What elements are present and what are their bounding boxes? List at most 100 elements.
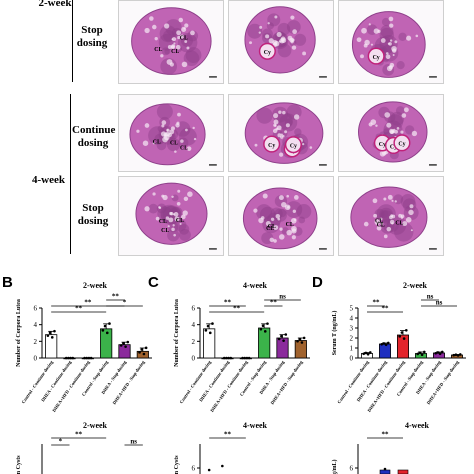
data-point <box>418 351 422 354</box>
tissue-speck <box>178 17 184 23</box>
tissue-speck <box>184 40 188 43</box>
data-point <box>126 340 130 344</box>
tissue-speck <box>383 197 387 201</box>
data-point <box>227 356 230 360</box>
y-tick-label: 0 <box>192 355 196 363</box>
follicle-blob <box>156 140 167 151</box>
tissue-speck <box>286 229 293 236</box>
data-point <box>122 341 125 345</box>
follicle-blob <box>148 126 167 145</box>
data-point <box>83 356 86 360</box>
tissue-speck <box>410 229 413 232</box>
week4-bracket-line <box>70 94 71 254</box>
tissue-speck <box>259 25 263 29</box>
follicle-blob <box>187 30 199 42</box>
data-point <box>277 337 281 341</box>
tissue-speck <box>278 152 284 157</box>
tissue-speck <box>185 128 188 132</box>
tissue-speck <box>273 119 279 125</box>
scale-bar <box>429 248 437 250</box>
data-point <box>144 346 148 350</box>
tissue-speck <box>291 225 297 232</box>
tissue-speck <box>162 194 168 201</box>
significance-label: ns <box>427 293 434 301</box>
panel-letter-d: D <box>312 274 323 291</box>
data-point <box>53 329 56 333</box>
tissue-speck <box>279 227 283 231</box>
tissue-speck <box>186 46 190 50</box>
x-tick-label: Control - Continue dosing <box>21 359 55 404</box>
tissue-speck <box>193 137 197 141</box>
data-point <box>261 324 265 328</box>
follicle-blob <box>277 43 292 58</box>
tissue-speck <box>276 31 282 37</box>
tissue-speck <box>161 124 165 128</box>
tissue-speck <box>282 110 286 115</box>
tissue-speck <box>274 15 278 19</box>
cl-label: CL <box>268 224 276 230</box>
tissue-speck <box>389 128 395 134</box>
panel-letter-c: C <box>148 274 159 291</box>
tissue-speck <box>172 213 175 216</box>
follicle-blob <box>177 137 189 149</box>
significance-label: ns <box>130 438 137 446</box>
tissue-speck <box>273 113 279 119</box>
data-point <box>387 341 390 345</box>
tissue-speck <box>356 37 362 43</box>
tissue-speck <box>192 126 195 130</box>
follicle-blob <box>294 128 302 136</box>
cy-label: Cy <box>379 142 386 148</box>
scale-bar <box>209 164 217 166</box>
data-point <box>142 352 146 356</box>
tissue-speck <box>144 27 150 34</box>
follicle-blob <box>156 203 167 214</box>
data-point <box>362 352 365 356</box>
follicle-blob <box>173 218 187 232</box>
data-point <box>284 333 288 336</box>
tissue-speck <box>144 206 150 212</box>
tissue-speck <box>168 217 174 223</box>
tissue-speck <box>155 216 160 221</box>
significance-label: ** <box>373 299 381 307</box>
follicle-blob <box>277 22 291 36</box>
tissue-speck <box>286 194 289 198</box>
cy-label: Cy <box>290 144 297 150</box>
follicle-blob <box>405 125 415 135</box>
cy-label: Cy <box>268 143 275 149</box>
tissue-speck <box>278 234 285 240</box>
y-tick-label: 3 <box>350 325 354 333</box>
follicle-blob <box>387 114 404 130</box>
tissue-speck <box>388 42 392 46</box>
tissue-speck <box>291 45 297 50</box>
data-point <box>441 350 444 354</box>
follicle-blob <box>166 138 181 152</box>
y-tick-label: 4 <box>192 321 196 329</box>
bar <box>379 469 391 474</box>
y-tick-label: 2 <box>34 338 38 346</box>
tissue-speck <box>391 199 394 202</box>
follicle-blob <box>379 210 394 224</box>
y-tick-label: 5 <box>350 305 354 313</box>
chart-d: Serum T (ng/mL) 0 1 2 3 4 5 Control - Continue … <box>331 293 466 413</box>
x-tick-label: DHEA+HFD - Stop dosing <box>426 359 460 405</box>
data-point <box>420 353 424 356</box>
data-point <box>263 330 267 333</box>
cl-label: CL <box>377 223 385 229</box>
histology-panel: CL CL CL <box>118 94 224 172</box>
y-tick-label: 4 <box>34 321 38 329</box>
tissue-speck <box>253 208 258 213</box>
tissue-speck <box>174 150 177 153</box>
tissue-speck <box>275 214 281 219</box>
data-point <box>138 351 141 354</box>
scale-bar <box>209 248 217 250</box>
tissue-speck <box>179 34 185 39</box>
tissue-speck <box>174 216 180 222</box>
data-point <box>71 356 75 360</box>
y-tick-label: 2 <box>192 338 196 346</box>
tissue-speck <box>375 124 378 127</box>
cl-label: CL <box>170 140 178 146</box>
data-point <box>103 324 107 328</box>
chart-title-f: 4-week <box>243 421 267 430</box>
tissue-speck <box>370 43 374 46</box>
tissue-speck <box>273 123 277 127</box>
